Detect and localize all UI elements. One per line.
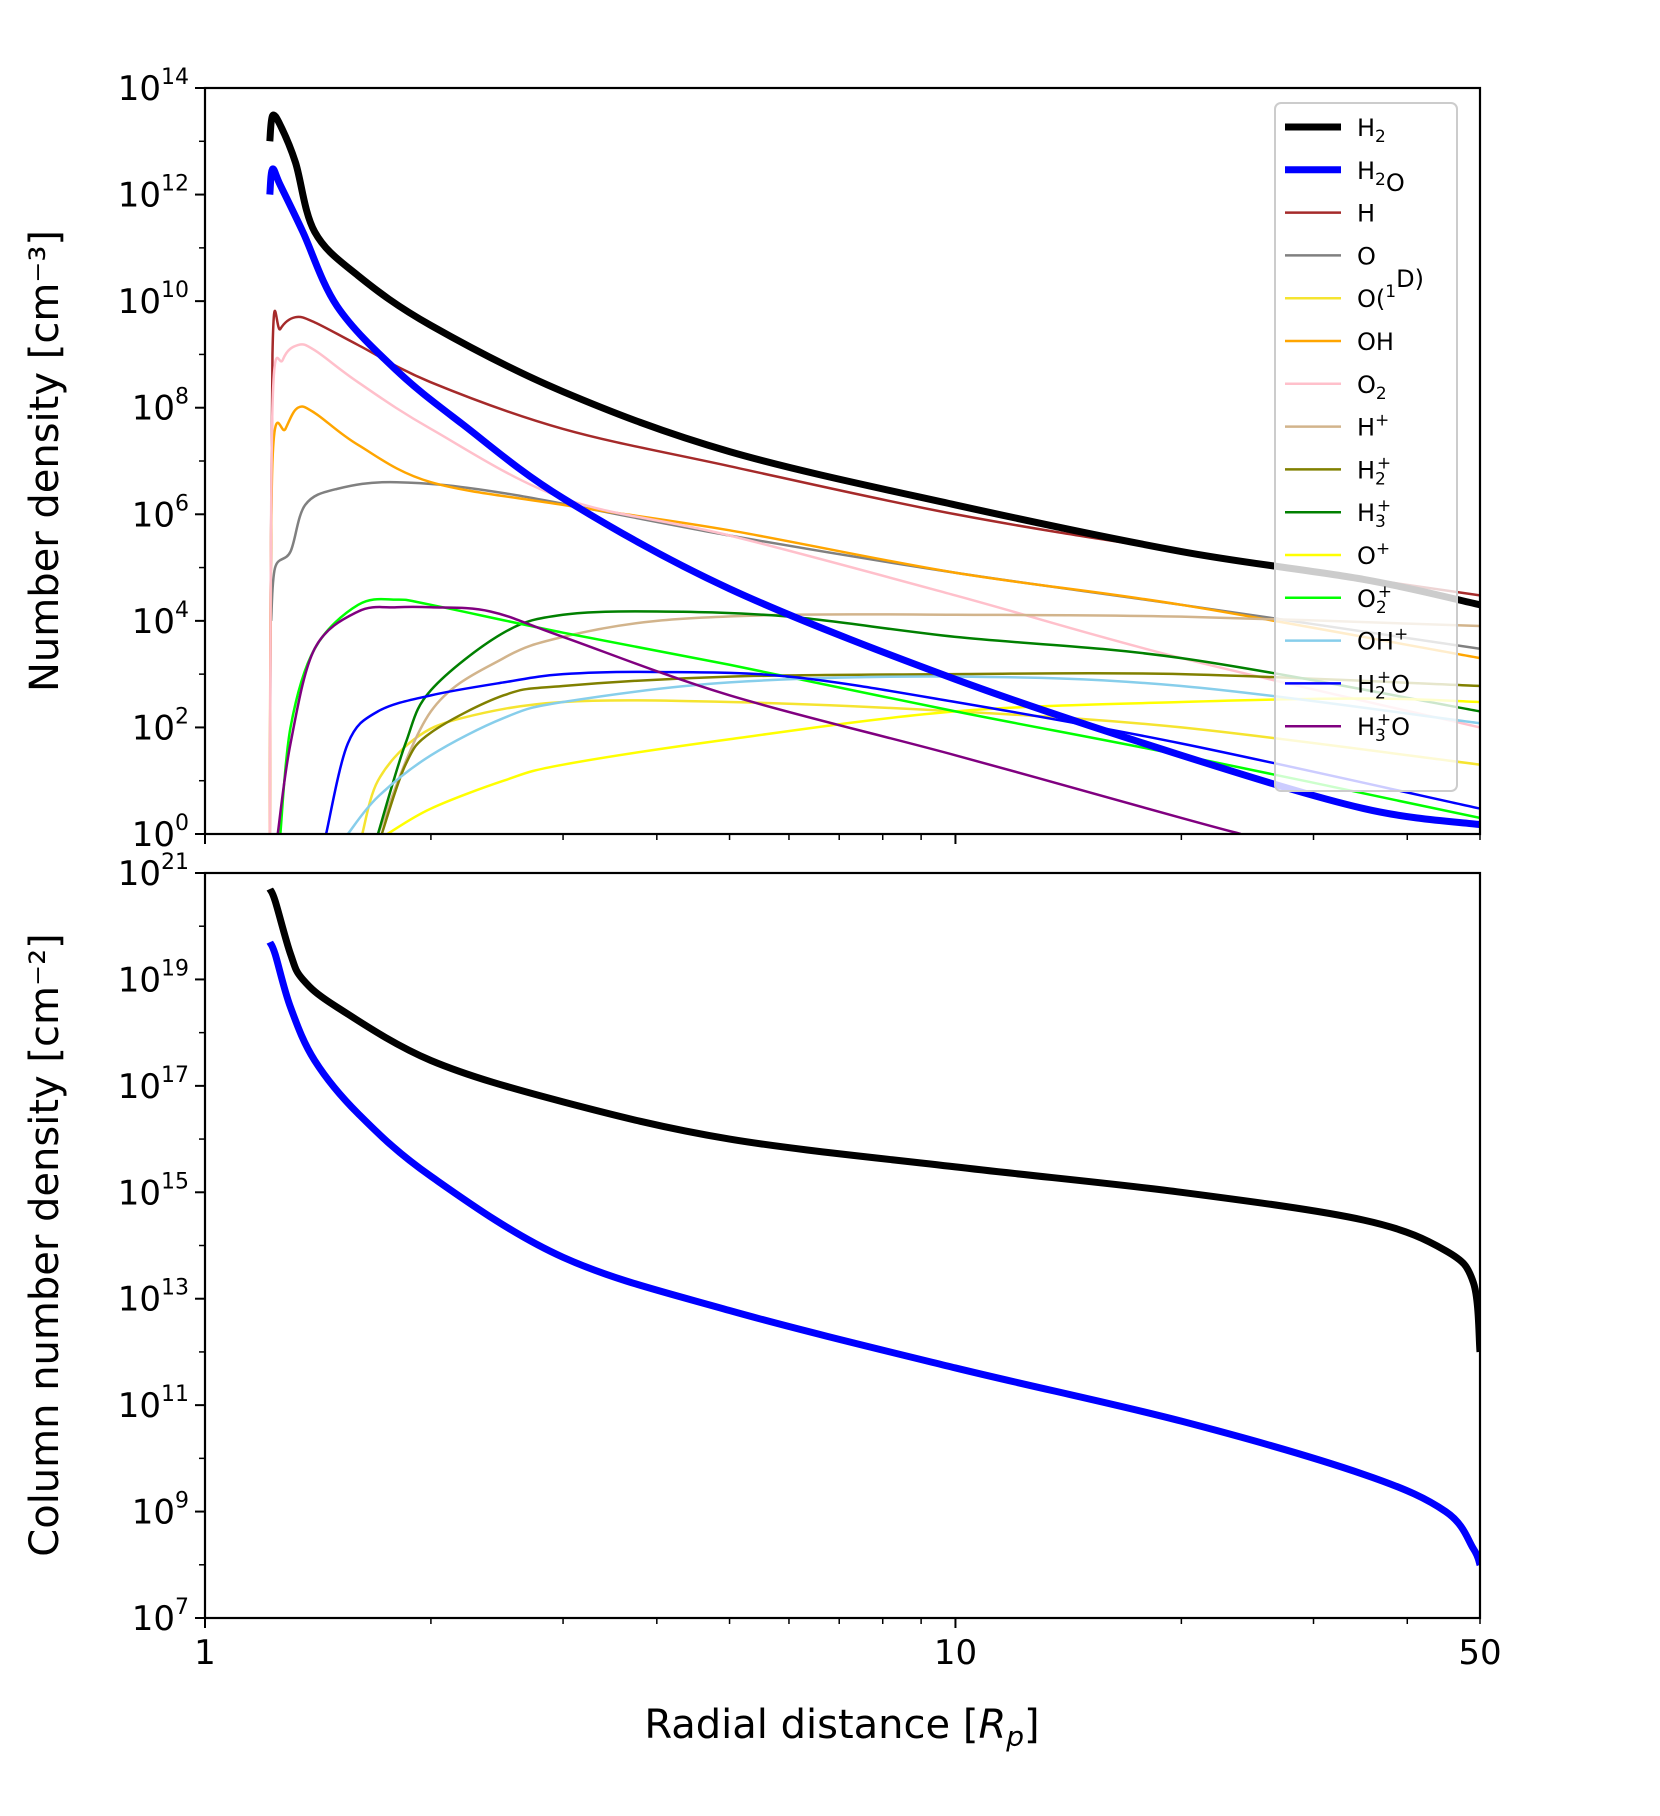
top-series-h2- <box>380 671 1480 834</box>
top-y-tick-label: 108 <box>132 385 189 429</box>
legend-label: H2O <box>1357 157 1405 197</box>
legend: H2 H2O HOO(1D) OH O2 H+ H2+ H3+ O+ O2+ OH+ H2+O H3+O <box>1274 102 1458 792</box>
legend-item: O <box>1285 242 1376 270</box>
top-series-h2o <box>266 165 1480 829</box>
x-tick-label: 1 <box>194 1633 216 1673</box>
panel-top: 100 102 104 106 108 1010 1012 1014 Number densi… <box>22 65 1482 855</box>
top-series-oh- <box>346 675 1480 834</box>
legend-label: H2 <box>1357 114 1386 147</box>
legend-item: H3+ <box>1285 496 1391 532</box>
top-y-tick-label: 104 <box>132 598 189 642</box>
bottom-y-ticks: 107 109 1011 1013 1015 1017 1019 1021 <box>118 850 205 1639</box>
top-y-tick-label: 1012 <box>118 172 189 216</box>
legend-label: H2+ <box>1357 453 1391 489</box>
bottom-y-tick-label: 107 <box>132 1595 189 1639</box>
legend-label: H2+O <box>1357 667 1410 703</box>
legend-label: H3+O <box>1357 710 1410 746</box>
legend-label: OH <box>1357 328 1394 356</box>
bottom-y-tick-label: 1013 <box>118 1276 189 1320</box>
x-tick-label: 50 <box>1458 1633 1501 1673</box>
bottom-y-tick-label: 1017 <box>118 1063 189 1107</box>
top-y-tick-label: 100 <box>132 811 189 855</box>
legend-label: O2+ <box>1357 582 1392 618</box>
bottom-curves <box>266 887 1480 1567</box>
bottom-y-axis-label: Column number density [cm⁻²] <box>22 933 68 1556</box>
top-y-tick-label: 106 <box>132 491 189 535</box>
legend-label: O <box>1357 242 1376 270</box>
bottom-y-tick-label: 1011 <box>118 1382 189 1426</box>
top-series-o2 <box>268 343 1480 834</box>
top-y-tick-label: 1010 <box>118 278 189 322</box>
legend-label: OH+ <box>1357 625 1408 656</box>
panel-bottom: 107 109 1011 1013 1015 1017 1019 1021 1 10 50 Col… <box>22 850 1502 1753</box>
bottom-y-tick-label: 1019 <box>118 956 189 1000</box>
top-series-h2 <box>266 111 1480 609</box>
legend-item: O+ <box>1285 539 1390 570</box>
legend-item: H <box>1285 200 1375 228</box>
legend-label: H+ <box>1357 411 1389 442</box>
top-y-tick-label: 102 <box>132 704 189 748</box>
legend-item: H2+O <box>1285 667 1410 703</box>
legend-label: O(1D) <box>1357 265 1424 313</box>
legend-item: O2 <box>1285 371 1387 404</box>
top-series-h <box>268 309 1480 834</box>
top-series-h3o- <box>276 605 1242 834</box>
bottom-axes-frame <box>203 871 1482 1620</box>
top-series-h3- <box>376 610 1480 834</box>
legend-label: O2 <box>1357 371 1387 404</box>
top-y-tick-label: 1014 <box>118 65 189 109</box>
legend-label: H3+ <box>1357 496 1391 532</box>
bottom-series-h2o <box>266 940 1480 1567</box>
top-series-oh <box>268 405 1480 834</box>
bottom-y-tick-label: 1021 <box>118 850 189 894</box>
bottom-series-h2 <box>266 887 1480 1353</box>
bottom-y-tick-label: 109 <box>132 1489 189 1533</box>
legend-item: H2 <box>1285 114 1386 147</box>
bottom-y-tick-label: 1015 <box>118 1169 189 1213</box>
legend-label: H <box>1357 200 1375 228</box>
legend-item: OH <box>1285 328 1394 356</box>
top-x-ticks <box>204 834 1481 844</box>
legend-item: O2+ <box>1285 582 1392 618</box>
top-y-axis-label: Number density [cm⁻³] <box>22 230 68 692</box>
legend-label: O+ <box>1357 539 1390 570</box>
legend-box <box>1274 102 1458 792</box>
legend-item: H+ <box>1285 411 1389 442</box>
legend-item: OH+ <box>1285 625 1408 656</box>
legend-item: H3+O <box>1285 710 1410 746</box>
x-axis-label: Radial distance [Rp] <box>644 1702 1039 1753</box>
top-series-h- <box>376 613 1480 834</box>
top-curves <box>266 111 1480 834</box>
legend-item: H2+ <box>1285 453 1391 489</box>
bottom-x-ticks: 1 10 50 <box>194 1618 1502 1673</box>
legend-item: H2O <box>1285 157 1405 197</box>
x-tick-label: 10 <box>934 1633 977 1673</box>
legend-item: O(1D) <box>1285 265 1424 313</box>
top-y-ticks: 100 102 104 106 108 1010 1012 1014 <box>118 65 205 855</box>
